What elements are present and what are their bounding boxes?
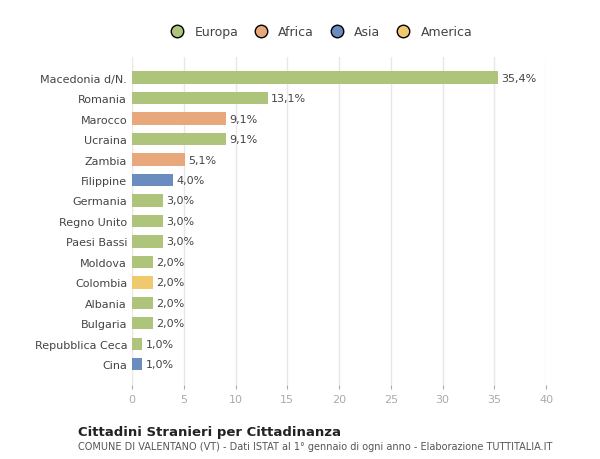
Bar bbox=[132, 174, 173, 187]
Text: 3,0%: 3,0% bbox=[166, 237, 194, 247]
Bar bbox=[132, 297, 152, 309]
Text: 2,0%: 2,0% bbox=[156, 278, 184, 288]
Bar bbox=[132, 154, 185, 166]
Text: 4,0%: 4,0% bbox=[176, 176, 205, 185]
Bar bbox=[132, 236, 163, 248]
Bar bbox=[132, 215, 163, 228]
Text: 9,1%: 9,1% bbox=[229, 135, 257, 145]
Text: 35,4%: 35,4% bbox=[502, 73, 537, 84]
Bar bbox=[132, 195, 163, 207]
Text: 2,0%: 2,0% bbox=[156, 257, 184, 267]
Legend: Europa, Africa, Asia, America: Europa, Africa, Asia, America bbox=[164, 26, 472, 39]
Bar bbox=[132, 277, 152, 289]
Bar bbox=[132, 318, 152, 330]
Text: COMUNE DI VALENTANO (VT) - Dati ISTAT al 1° gennaio di ogni anno - Elaborazione : COMUNE DI VALENTANO (VT) - Dati ISTAT al… bbox=[78, 441, 553, 451]
Bar bbox=[132, 72, 499, 84]
Bar bbox=[132, 134, 226, 146]
Text: 2,0%: 2,0% bbox=[156, 298, 184, 308]
Bar bbox=[132, 256, 152, 269]
Text: 13,1%: 13,1% bbox=[271, 94, 306, 104]
Text: 1,0%: 1,0% bbox=[145, 339, 173, 349]
Text: 3,0%: 3,0% bbox=[166, 196, 194, 206]
Bar bbox=[132, 113, 226, 125]
Text: 1,0%: 1,0% bbox=[145, 359, 173, 369]
Text: 5,1%: 5,1% bbox=[188, 155, 216, 165]
Text: 9,1%: 9,1% bbox=[229, 114, 257, 124]
Text: Cittadini Stranieri per Cittadinanza: Cittadini Stranieri per Cittadinanza bbox=[78, 425, 341, 438]
Text: 3,0%: 3,0% bbox=[166, 217, 194, 226]
Bar bbox=[132, 93, 268, 105]
Text: 2,0%: 2,0% bbox=[156, 319, 184, 329]
Bar bbox=[132, 338, 142, 350]
Bar bbox=[132, 358, 142, 370]
